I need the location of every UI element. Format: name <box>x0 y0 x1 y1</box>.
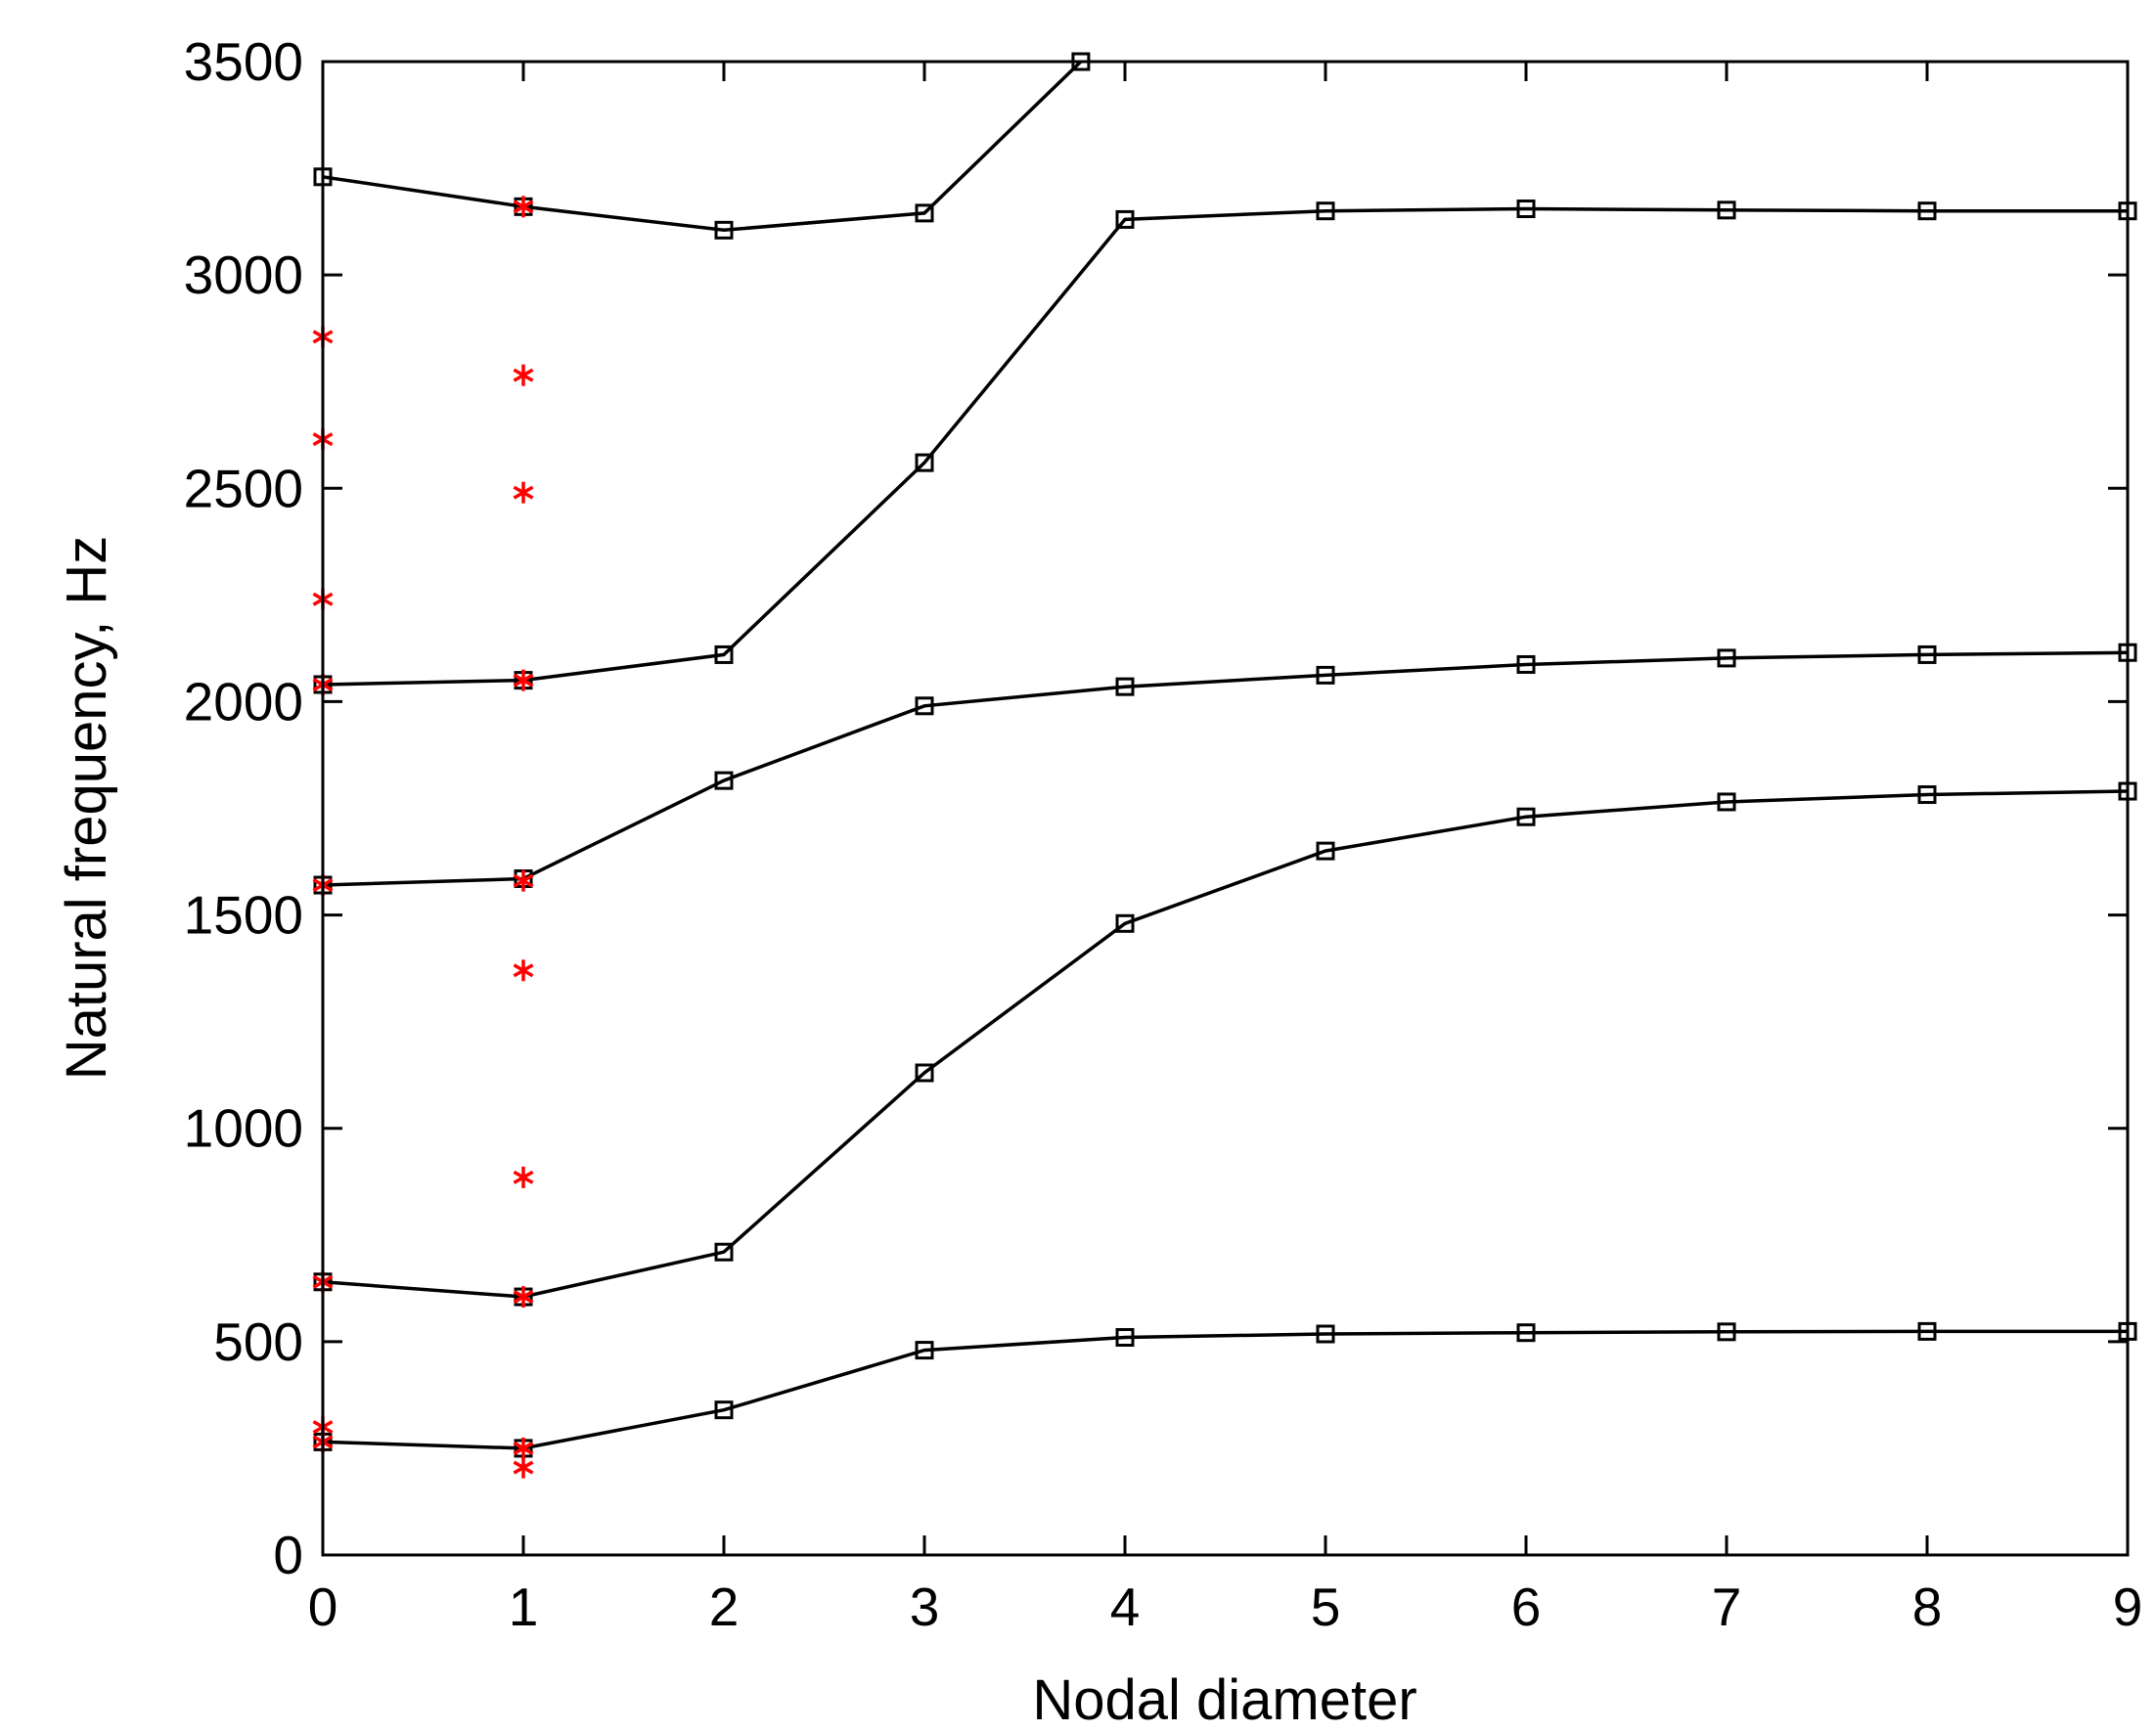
axes-box <box>321 60 2130 1557</box>
data-point-asterisk <box>513 669 534 691</box>
data-point-asterisk <box>513 1286 534 1309</box>
x-tick-label: 8 <box>1912 1577 1943 1637</box>
y-axis-title: Natural frequency, Hz <box>55 536 118 1081</box>
data-point-square <box>714 644 734 664</box>
series-line <box>323 62 1083 233</box>
series-line <box>323 789 2128 1299</box>
data-point-square <box>1917 1321 1937 1341</box>
data-point-square <box>714 1242 734 1262</box>
x-axis-title: Nodal diameter <box>1032 1668 1416 1732</box>
data-point-square <box>1516 1323 1536 1343</box>
x-tick-label: 0 <box>308 1577 338 1637</box>
data-point-square <box>1717 792 1736 812</box>
data-point-square <box>1917 201 1937 221</box>
y-tick-label: 1000 <box>184 1098 303 1159</box>
y-tick-label: 2500 <box>184 458 303 518</box>
data-point-square <box>1717 200 1736 220</box>
data-point-square <box>915 1341 934 1360</box>
data-point-square <box>1717 648 1736 668</box>
x-tick-label: 5 <box>1311 1577 1341 1637</box>
y-tick-label: 0 <box>273 1525 303 1585</box>
data-point-square <box>1516 200 1536 219</box>
tick-labels: 0 1 2 3 4 5 6 7 8 9 0 500 1000 1500 2000 2500 3000 3500 <box>184 31 2143 1637</box>
data-point-square <box>915 453 934 472</box>
data-point-square <box>1115 913 1135 933</box>
x-tick-label: 7 <box>1712 1577 1742 1637</box>
data-point-asterisk <box>513 1437 534 1459</box>
series-line <box>323 206 2128 687</box>
data-point-square <box>714 220 734 240</box>
data-point-square <box>1115 1327 1135 1347</box>
series-line <box>323 650 2128 887</box>
x-tick-label: 6 <box>1511 1577 1542 1637</box>
data-point-square <box>1316 665 1335 685</box>
data-point-square <box>1917 644 1937 664</box>
data-point-asterisk <box>513 959 534 982</box>
data-point-asterisk <box>513 869 534 892</box>
y-tick-label: 2000 <box>184 671 303 732</box>
data-point-square <box>915 696 934 716</box>
data-point-square <box>1516 807 1536 826</box>
plot-area <box>323 62 2128 1555</box>
x-tick-label: 3 <box>910 1577 940 1637</box>
data-point-square <box>1917 785 1937 805</box>
data-point-square <box>1316 841 1335 861</box>
y-tick-label: 500 <box>213 1311 303 1372</box>
data-point-square <box>915 203 934 223</box>
data-point-square <box>1316 201 1335 221</box>
data-point-square <box>1115 209 1135 229</box>
x-tick-label: 9 <box>2113 1577 2143 1637</box>
data-point-square <box>1516 654 1536 674</box>
data-point-asterisk <box>513 481 534 504</box>
data-point-square <box>1316 1324 1335 1344</box>
series-line <box>323 1329 2128 1450</box>
data-point-square <box>714 1400 734 1420</box>
data-point-square <box>1717 1322 1736 1342</box>
y-tick-label: 3500 <box>184 31 303 92</box>
data-point-square <box>1115 677 1135 696</box>
y-tick-label: 1500 <box>184 885 303 946</box>
data-point-square <box>915 1063 934 1083</box>
data-point-asterisk <box>513 1456 534 1479</box>
series-2 <box>313 781 2137 1307</box>
data-point-square <box>714 771 734 790</box>
y-tick-label: 3000 <box>184 244 303 305</box>
x-tick-label: 4 <box>1110 1577 1141 1637</box>
x-tick-label: 1 <box>509 1577 539 1637</box>
data-point-asterisk <box>513 364 534 386</box>
x-tick-label: 2 <box>709 1577 740 1637</box>
data-point-asterisk <box>513 196 534 218</box>
data-point-asterisk <box>513 1166 534 1188</box>
